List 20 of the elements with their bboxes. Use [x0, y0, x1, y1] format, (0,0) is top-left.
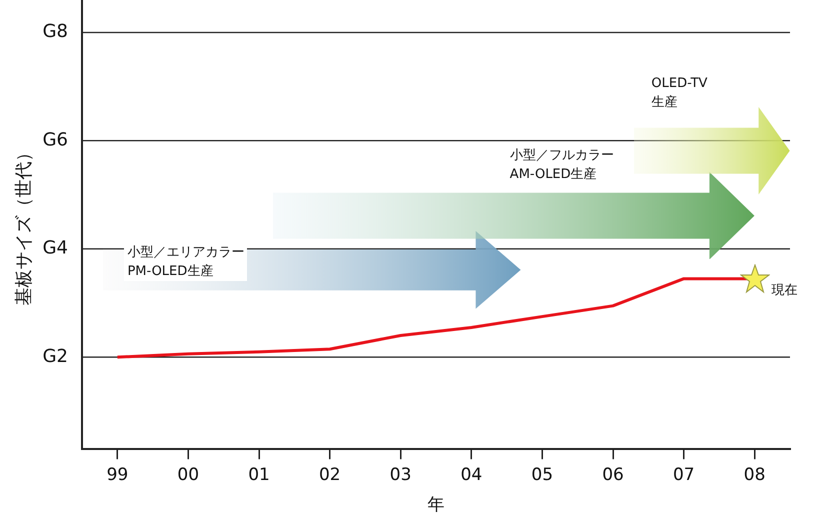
ref-line-label: G2 — [42, 346, 68, 367]
x-axis-title: 年 — [428, 495, 444, 516]
annotation: 現在 — [772, 282, 798, 299]
x-tick-label: 99 — [106, 464, 128, 485]
x-tick-label: 06 — [602, 464, 624, 485]
x-tick-label: 04 — [460, 464, 482, 485]
annotation: 小型／エリアカラー PM-OLED生産 — [124, 242, 248, 281]
text: OLED-TV 生産 — [648, 74, 710, 112]
x-tick-label: 01 — [248, 464, 270, 485]
ref-line-label: G6 — [42, 129, 68, 150]
x-tick-label: 08 — [744, 464, 766, 485]
x-tick-label: 05 — [531, 464, 554, 485]
x-tick-label: 02 — [318, 464, 341, 485]
x-tick-label: 03 — [390, 464, 412, 485]
x-tick-label: 00 — [177, 464, 200, 485]
ref-line-label: G4 — [42, 238, 68, 259]
text: 小型／フルカラー AM-OLED生産 — [506, 146, 617, 184]
ref-line-label: G8 — [42, 21, 68, 42]
x-tick-label: 07 — [672, 464, 695, 485]
y-axis-title: 基板サイズ（世代） — [13, 144, 34, 306]
